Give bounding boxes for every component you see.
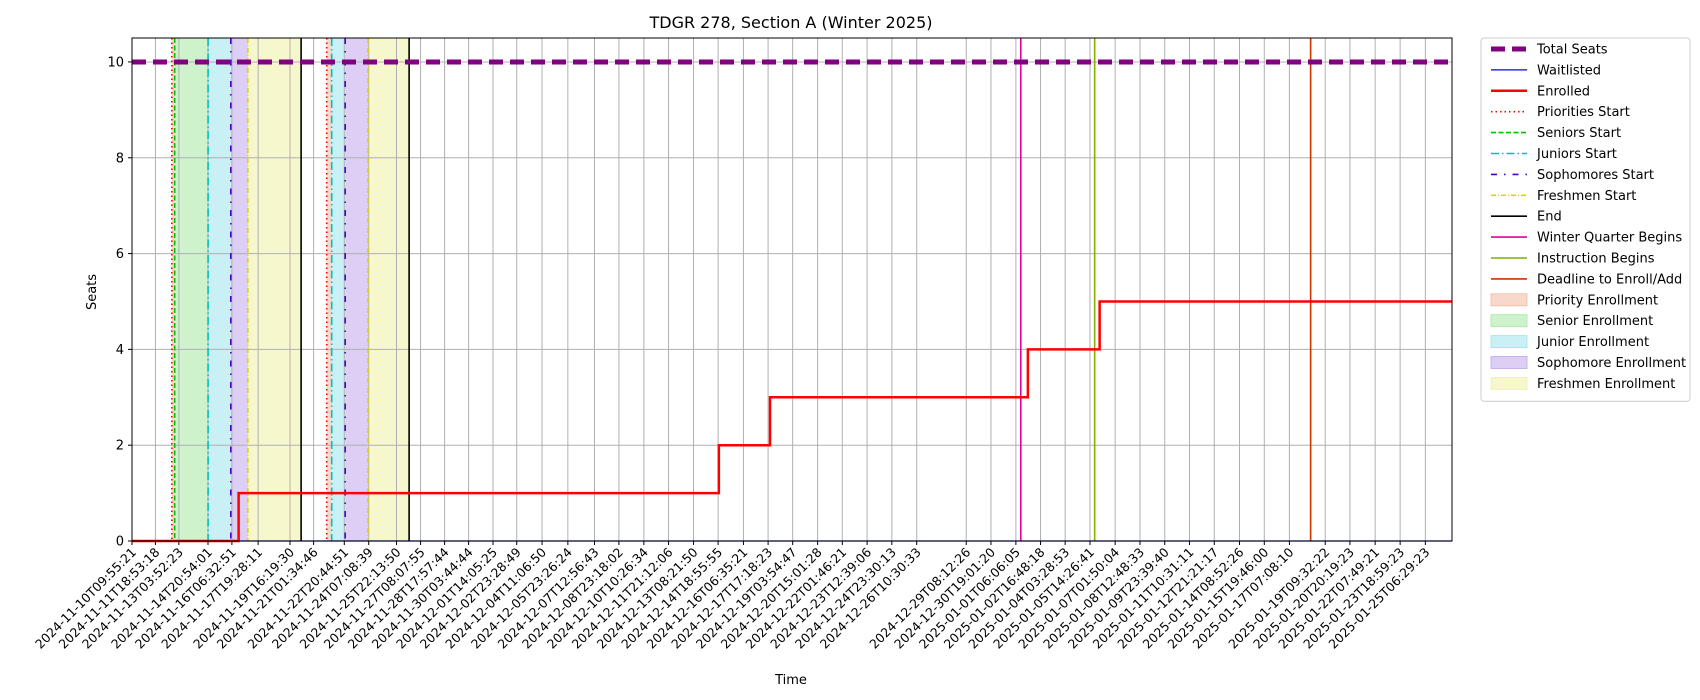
legend-swatch-priority-enrollment [1490,293,1528,307]
freshmen-enrollment-region [367,38,410,541]
x-tick-label: 2025-01-22T07:49:21 [1275,545,1382,652]
legend-label-priority-enrollment: Priority Enrollment [1537,293,1658,308]
legend-label-juniors-start: Juniors Start [1536,147,1617,162]
legend-box [1480,37,1691,402]
legend: Total Seats Waitlisted Enrolled Priorities … [1480,37,1691,402]
freshmen-enrollment-region [247,38,302,541]
legend-swatch-junior-enrollment [1490,335,1528,349]
legend-label-deadline-to-enroll-add: Deadline to Enroll/Add [1537,272,1682,287]
junior-enrollment-region [208,38,231,541]
legend-swatch-sophomore-enrollment [1490,356,1528,369]
chart-title: TDGR 278, Section A (Winter 2025) [648,13,932,32]
x-axis-label: Time [774,673,807,688]
legend-label-freshmen-start: Freshmen Start [1537,189,1636,204]
legend-label-enrolled: Enrolled [1537,84,1590,99]
legend-label-priorities-start: Priorities Start [1537,105,1630,120]
legend-label-freshmen-enrollment: Freshmen Enrollment [1537,377,1675,392]
sophomore-enrollment-region [230,38,248,541]
legend-label-sophomore-enrollment: Sophomore Enrollment [1537,356,1686,371]
legend-label-senior-enrollment: Senior Enrollment [1537,314,1653,329]
sophomore-enrollment-region [345,38,368,541]
legend-label-junior-enrollment: Junior Enrollment [1536,335,1649,350]
legend-label-end: End [1537,210,1562,225]
junior-enrollment-region [331,38,346,541]
legend-label-waitlisted: Waitlisted [1537,63,1601,78]
y-tick-label: 2 [116,439,124,454]
y-tick-label: 6 [116,247,124,262]
senior-enrollment-region [174,38,209,541]
y-tick-label: 10 [107,55,124,70]
y-tick-label: 8 [116,151,124,166]
legend-label-winter-quarter-begins: Winter Quarter Begins [1537,231,1682,246]
y-tick-label: 0 [116,535,124,550]
legend-swatch-freshmen-enrollment [1490,376,1528,390]
legend-label-total-seats: Total Seats [1536,43,1608,58]
y-axis-label: Seats [85,274,100,310]
plot-frame [131,37,1453,542]
plot-area [131,38,1452,542]
legend-label-seniors-start: Seniors Start [1537,126,1621,141]
legend-swatch-senior-enrollment [1490,314,1528,328]
legend-label-instruction-begins: Instruction Begins [1537,252,1655,267]
y-tick-label: 4 [116,343,124,358]
enrolled-series [132,300,1452,543]
priority-enrollment-region [171,38,175,541]
priority-enrollment-region [326,38,332,541]
legend-label-sophomores-start: Sophomores Start [1537,168,1654,183]
